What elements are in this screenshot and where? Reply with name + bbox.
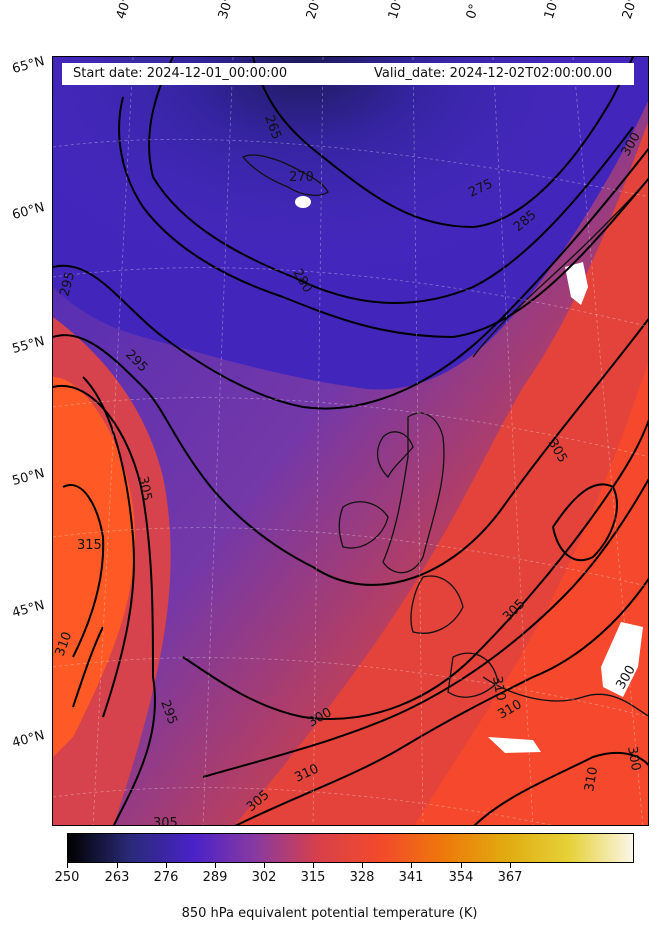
map-panel: 265 270 275 280 285 295 295 300 305 305 … [52, 56, 649, 826]
colorbar-tick-mark [510, 863, 511, 868]
contour-label: 305 [153, 816, 178, 826]
longitude-label: 20°W [303, 0, 330, 21]
hot-region-west [53, 377, 135, 757]
colorbar-tick-mark [313, 863, 314, 868]
nodata-patch [601, 622, 643, 697]
colorbar-tick-mark [264, 863, 265, 868]
contour-label: 270 [289, 170, 314, 185]
contour-label: 300 [624, 745, 643, 772]
latitude-label: 55°N [10, 334, 47, 357]
longitude-label: 0° [463, 2, 483, 21]
colorbar-tick-label: 302 [251, 870, 277, 885]
coastlines [241, 154, 648, 717]
colorbar-tick-label: 276 [153, 870, 179, 885]
contour-lines [53, 57, 648, 825]
nodata-patch [295, 196, 311, 208]
hot-region-east [414, 362, 648, 825]
contour-label: 305 [135, 475, 154, 502]
colorbar [67, 833, 634, 863]
colorbar-tick-mark [117, 863, 118, 868]
latitude-label: 50°N [10, 466, 47, 489]
contour-label: 310 [582, 766, 601, 793]
graticule [53, 57, 648, 825]
latitude-label: 60°N [10, 200, 47, 223]
colorbar-tick-label: 315 [300, 870, 326, 885]
longitude-label: 10°W [385, 0, 412, 21]
colorbar-tick-label: 289 [202, 870, 228, 885]
colorbar-tick-mark [411, 863, 412, 868]
longitude-label: 40°W [113, 0, 140, 21]
colorbar-tick-label: 328 [349, 870, 375, 885]
longitude-label: 20°E [619, 0, 644, 22]
contour-label: 310 [489, 675, 508, 702]
latitude-label: 65°N [10, 54, 47, 77]
colorbar-tick-label: 367 [497, 870, 523, 885]
start-date-label: Start date: 2024-12-01_00:00:00 [73, 66, 288, 81]
cold-core [53, 57, 648, 457]
longitude-label: 30°W [215, 0, 242, 21]
colorbar-tick-label: 263 [104, 870, 130, 885]
colorbar-tick-label: 354 [448, 870, 474, 885]
colorbar-tick-mark [362, 863, 363, 868]
map-canvas: 265 270 275 280 285 295 295 300 305 305 … [53, 57, 648, 826]
longitude-label: 10°E [541, 0, 566, 22]
contour-label: 315 [77, 538, 102, 553]
nodata-patch [488, 737, 541, 753]
colorbar-tick-label: 341 [398, 870, 424, 885]
valid-date-label: Valid_date: 2024-12-02T02:00:00.00 [374, 66, 613, 81]
colorbar-label: 850 hPa equivalent potential temperature… [181, 906, 478, 921]
nodata-patch [565, 262, 588, 305]
latitude-label: 40°N [10, 728, 47, 751]
colorbar-tick-mark [461, 863, 462, 868]
colorbar-tick-mark [67, 863, 68, 868]
colorbar-tick-mark [166, 863, 167, 868]
header-box [62, 63, 634, 85]
latitude-label: 45°N [10, 598, 47, 621]
contour-label: 295 [57, 270, 78, 298]
colorbar-tick-label: 250 [54, 870, 80, 885]
colorbar-tick-mark [215, 863, 216, 868]
